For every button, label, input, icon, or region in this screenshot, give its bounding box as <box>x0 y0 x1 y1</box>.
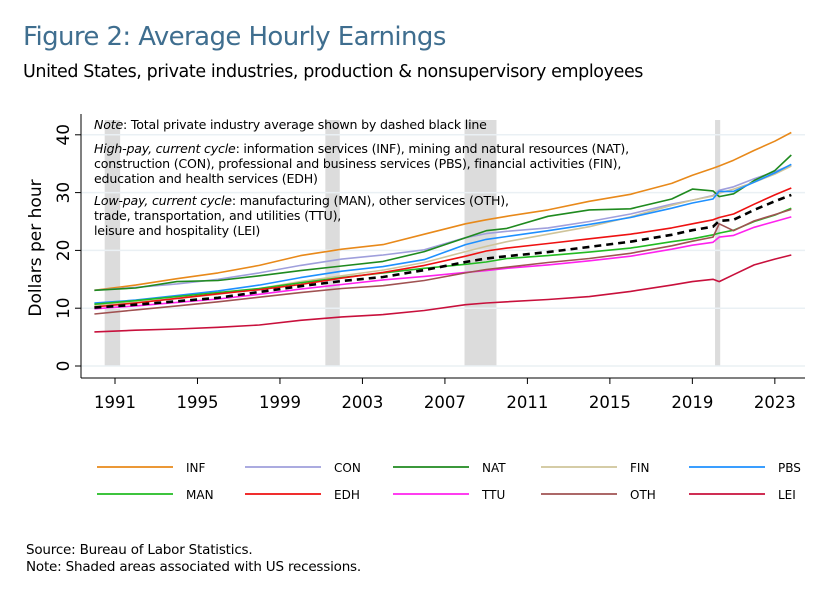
y-axis-label: Dollars per hour <box>26 179 46 316</box>
ytick-label-40: 40 <box>54 124 74 146</box>
series-line-oth <box>94 208 792 315</box>
series-line-lei <box>94 254 792 333</box>
legend-label-fin: FIN <box>630 461 649 475</box>
legend-item-edh: EDH <box>245 488 360 502</box>
chart-subtitle: United States, private industries, produ… <box>23 62 644 82</box>
ytick-label-30: 30 <box>54 182 74 204</box>
legend-item-man: MAN <box>97 488 214 502</box>
note-low-pay: Low-pay, current cycle: manufacturing (M… <box>94 193 509 238</box>
recession-band-1 <box>325 120 340 366</box>
legend-label-pbs: PBS <box>778 461 801 475</box>
series-line-con <box>94 164 792 292</box>
series-line-ttu <box>94 216 792 310</box>
recession-note: Note: Shaded areas associated with US re… <box>26 559 361 575</box>
series-line-edh <box>94 187 792 308</box>
note-text: : Total private industry average shown b… <box>123 117 487 132</box>
xtick-label-2003: 2003 <box>341 393 383 412</box>
low-pay-line-1: : manufacturing (MAN), other services (O… <box>231 193 509 208</box>
legend-item-inf: INF <box>97 461 206 475</box>
series-line-man <box>94 207 792 305</box>
legend-item-pbs: PBS <box>689 461 801 475</box>
legend-label-nat: NAT <box>482 461 506 475</box>
legend-label-inf: INF <box>186 461 206 475</box>
legend: INF CON NAT FIN PBS MAN EDH TTU OTH LEI <box>97 461 801 502</box>
note-high-pay: High-pay, current cycle: information ser… <box>94 141 629 186</box>
high-pay-line-2: construction (CON), professional and bus… <box>94 156 622 171</box>
legend-label-man: MAN <box>186 488 214 502</box>
xtick-label-1995: 1995 <box>176 393 218 412</box>
high-pay-line-3: education and health services (EDH) <box>94 171 318 186</box>
ytick-label-0: 0 <box>54 361 74 372</box>
legend-item-nat: NAT <box>393 461 506 475</box>
xtick-label-2023: 2023 <box>754 393 796 412</box>
legend-item-oth: OTH <box>541 488 656 502</box>
ytick-label-20: 20 <box>54 240 74 262</box>
xtick-label-1999: 1999 <box>259 393 301 412</box>
legend-label-con: CON <box>334 461 361 475</box>
high-pay-label: High-pay, current cycle <box>94 141 236 156</box>
high-pay-line-1: : information services (INF), mining and… <box>235 141 630 156</box>
xtick-label-1991: 1991 <box>94 393 136 412</box>
note-label: Note <box>94 117 124 132</box>
legend-label-oth: OTH <box>630 488 656 502</box>
legend-item-ttu: TTU <box>393 488 505 502</box>
low-pay-label: Low-pay, current cycle <box>94 193 232 208</box>
axes: 0 10 20 30 40 Dollars per hour 1991 1995 1999 200… <box>26 114 805 412</box>
source-note: Source: Bureau of Labor Statistics. <box>26 542 253 558</box>
ytick-label-10: 10 <box>54 297 74 319</box>
legend-item-fin: FIN <box>541 461 649 475</box>
low-pay-line-2: trade, transportation, and utilities (TT… <box>94 208 342 223</box>
legend-label-lei: LEI <box>778 488 796 502</box>
legend-item-con: CON <box>245 461 361 475</box>
series-line-pbs <box>94 163 792 304</box>
chart-title: Figure 2: Average Hourly Earnings <box>23 22 446 52</box>
xtick-label-2019: 2019 <box>671 393 713 412</box>
legend-label-ttu: TTU <box>481 488 505 502</box>
recession-band-3 <box>715 120 721 366</box>
series-line-nat <box>94 154 792 292</box>
xtick-label-2011: 2011 <box>506 393 548 412</box>
series-line-total-private <box>94 193 792 309</box>
xtick-label-2015: 2015 <box>589 393 631 412</box>
note-total: Note: Total private industry average sho… <box>94 117 487 132</box>
series-line-inf <box>94 131 792 292</box>
series-lines <box>94 131 792 333</box>
xtick-label-2007: 2007 <box>424 393 466 412</box>
legend-item-lei: LEI <box>689 488 796 502</box>
low-pay-line-3: leisure and hospitality (LEI) <box>94 223 261 238</box>
legend-label-edh: EDH <box>334 488 360 502</box>
